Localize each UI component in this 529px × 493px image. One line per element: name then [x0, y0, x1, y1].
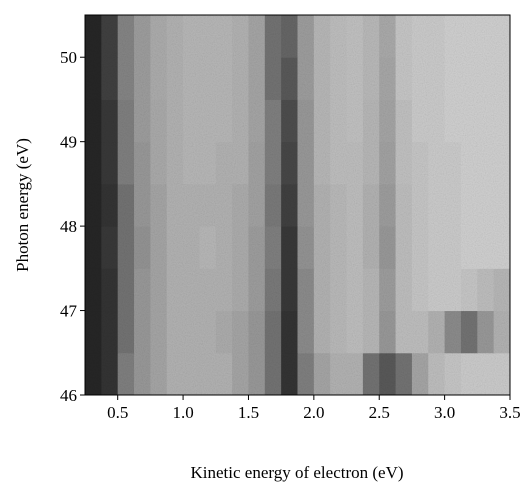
- texture: [85, 15, 510, 395]
- y-tick-label: 48: [60, 217, 77, 236]
- y-tick-label: 47: [60, 302, 78, 321]
- x-tick-label: 1.0: [172, 403, 193, 422]
- x-tick-label: 0.5: [107, 403, 128, 422]
- y-axis-label: Photon energy (eV): [13, 138, 32, 272]
- y-tick-label: 46: [60, 386, 77, 405]
- plot-frame: [84, 14, 511, 396]
- y-tick-label: 49: [60, 133, 77, 152]
- x-tick-label: 2.0: [303, 403, 324, 422]
- axes: 0.5 1.0 1.5 2.0 2.5 3.0 3.5 46 47 48 49 50: [60, 48, 521, 422]
- y-tick-label: 50: [60, 48, 77, 67]
- x-tick-label: 3.0: [434, 403, 455, 422]
- x-tick-label: 3.5: [499, 403, 520, 422]
- x-tick-label: 2.5: [369, 403, 390, 422]
- x-tick-label: 1.5: [238, 403, 259, 422]
- x-axis-label: Kinetic energy of electron (eV): [190, 463, 403, 482]
